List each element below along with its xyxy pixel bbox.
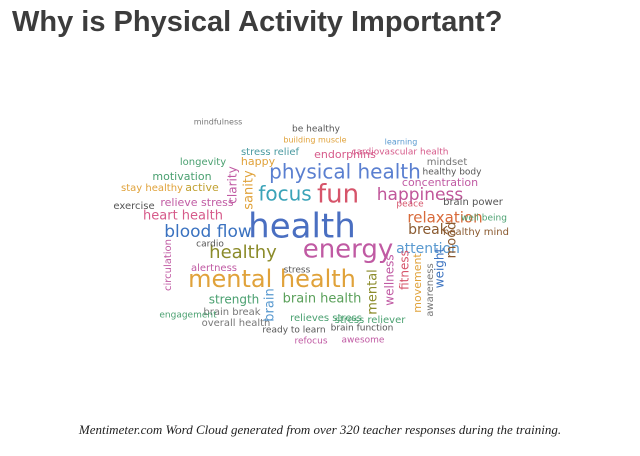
cloud-word: concentration bbox=[402, 176, 478, 189]
cloud-word: attention bbox=[396, 241, 460, 257]
cloud-word: awareness bbox=[425, 263, 436, 316]
cloud-word: brain bbox=[263, 288, 278, 321]
caption: Mentimeter.com Word Cloud generated from… bbox=[78, 422, 562, 437]
cloud-word: stress bbox=[284, 266, 311, 276]
cloud-word: mood bbox=[445, 222, 460, 259]
cloud-word: mental bbox=[366, 269, 381, 315]
cloud-word: awesome bbox=[342, 336, 385, 346]
cloud-word: cardiovascular health bbox=[352, 148, 449, 158]
cloud-word: learning bbox=[385, 138, 418, 147]
cloud-word: brain health bbox=[283, 292, 362, 307]
cloud-word: peace bbox=[396, 200, 424, 210]
cloud-word: well being bbox=[461, 214, 507, 224]
cloud-word: physical health bbox=[269, 160, 421, 184]
cloud-word: movement bbox=[411, 253, 424, 313]
cloud-word: be healthy bbox=[292, 125, 341, 135]
cloud-word: blood flow bbox=[164, 222, 252, 242]
cloud-word: focus bbox=[258, 182, 311, 206]
cloud-word: relaxation bbox=[407, 209, 482, 227]
cloud-word: fitness bbox=[398, 250, 412, 290]
cloud-word: happiness bbox=[377, 185, 464, 205]
cloud-word: clarity bbox=[226, 166, 240, 203]
cloud-word: refocus bbox=[294, 337, 327, 347]
cloud-word: brain break bbox=[203, 307, 260, 318]
cloud-word: stress relief bbox=[241, 147, 300, 158]
cloud-word: sanity bbox=[242, 170, 257, 210]
cloud-word: relieves stress bbox=[290, 313, 362, 324]
cloud-word: mental health bbox=[188, 265, 356, 293]
cloud-word: engagement bbox=[159, 311, 217, 321]
cloud-word: heart health bbox=[143, 209, 223, 224]
cloud-word: ready to learn bbox=[262, 326, 325, 336]
cloud-word: motivation bbox=[152, 170, 211, 183]
cloud-word: weight bbox=[433, 247, 447, 288]
cloud-word: mindfulness bbox=[194, 118, 243, 127]
cloud-word: brain power bbox=[443, 197, 504, 208]
cloud-word: brain function bbox=[331, 324, 394, 334]
cloud-word: healthy mind bbox=[443, 227, 509, 238]
cloud-word: healthy body bbox=[423, 168, 483, 178]
cloud-word: cardio bbox=[196, 240, 224, 250]
cloud-word: endorphins bbox=[314, 148, 376, 161]
cloud-word: health bbox=[248, 207, 356, 247]
cloud-word: overall health bbox=[202, 318, 271, 329]
cloud-word: circulation bbox=[163, 239, 174, 291]
cloud-word: happy bbox=[241, 155, 276, 168]
cloud-word: exercise bbox=[113, 201, 154, 212]
cloud-word: mindset bbox=[427, 157, 468, 168]
cloud-word: relieve stress bbox=[160, 196, 234, 209]
cloud-word: break bbox=[408, 222, 449, 238]
cloud-word: active bbox=[185, 181, 219, 194]
cloud-word: strength bbox=[209, 293, 260, 307]
cloud-word: stress reliever bbox=[335, 315, 407, 326]
cloud-word: longevity bbox=[180, 157, 226, 168]
cloud-word: healthy bbox=[209, 242, 277, 263]
cloud-word: building muscle bbox=[283, 136, 346, 145]
cloud-word: stay healthy bbox=[121, 183, 183, 194]
title: Why is Physical Activity Important? bbox=[12, 6, 503, 38]
cloud-word: wellness bbox=[383, 254, 397, 305]
cloud-word: alertness bbox=[191, 263, 237, 274]
cloud-word: energy bbox=[303, 235, 394, 265]
cloud-word: fun bbox=[317, 180, 359, 210]
